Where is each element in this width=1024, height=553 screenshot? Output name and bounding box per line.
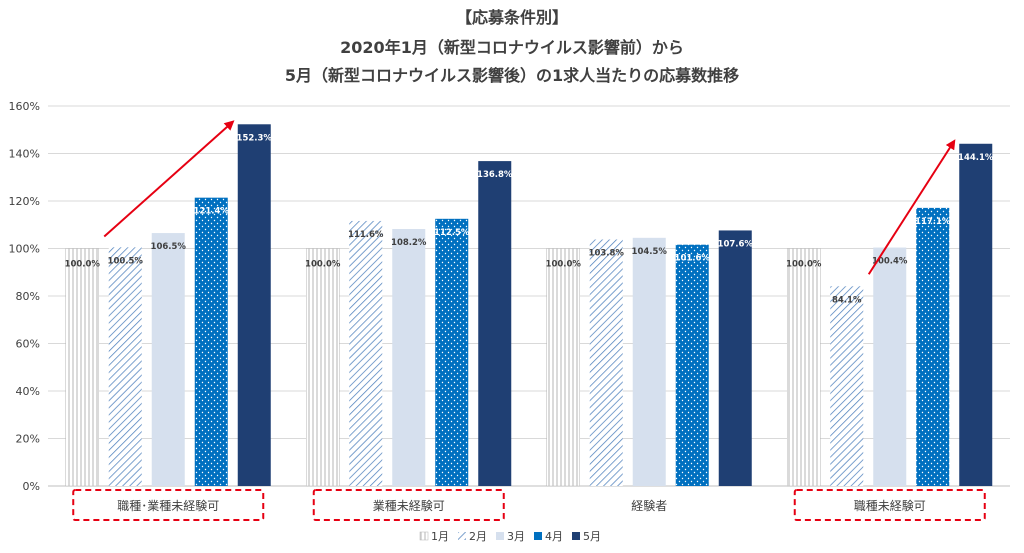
y-tick-label: 0% [23,480,40,493]
bar-3月-職種未経験可 [873,247,907,486]
bar-4月-職種未経験可 [916,207,950,486]
trend-arrows [103,120,956,275]
bar-1月-業種未経験可 [306,248,340,487]
bar-3月-職種･業種未経験可 [151,233,185,486]
data-label: 100.4% [872,257,908,267]
data-label: 107.6% [718,239,754,249]
data-label: 100.0% [546,260,582,270]
data-label: 106.5% [151,242,187,252]
data-label: 100.0% [65,260,101,270]
x-tick-label: 職種未経験可 [854,498,926,513]
y-tick-label: 40% [16,385,40,398]
bar-5月-職種･業種未経験可 [237,124,271,486]
y-tick-label: 140% [9,148,40,161]
bar-2月-職種未経験可 [830,286,864,486]
bar-2月-経験者 [589,239,623,486]
data-label: 103.8% [589,248,625,258]
category-labels: 職種･業種未経験可 業種未経験可 経験者 職種未経験可 [117,498,926,513]
legend: 1月 2月 3月 4月 5月 [419,530,601,543]
y-axis-ticks: 0% 20% 40% 60% 80% 100% 120% 140% 160% [9,100,40,493]
highlight-boxes [72,489,986,521]
bar-1月-職種未経験可 [787,248,821,487]
bar-3月-業種未経験可 [392,229,426,486]
trend-arrow [103,120,235,238]
data-label: 111.6% [348,230,384,240]
bar-4月-職種･業種未経験可 [194,197,228,487]
chart-title-line-1: 【応募条件別】 [456,8,568,27]
bar-1月-職種･業種未経験可 [65,248,99,487]
legend-label: 2月 [469,530,487,543]
data-label: 121.4% [194,207,230,217]
highlight-box [312,489,505,521]
legend-label: 1月 [431,530,449,543]
y-tick-label: 160% [9,100,40,113]
highlight-box [793,489,986,521]
legend-swatch [534,532,542,540]
legend-label: 4月 [545,530,563,543]
data-label: 100.0% [305,260,341,270]
data-label: 100.0% [786,260,822,270]
y-tick-label: 20% [16,433,40,446]
y-tick-label: 60% [16,338,40,351]
legend-swatch [572,532,580,540]
y-tick-label: 80% [16,290,40,303]
legend-swatch [419,531,429,541]
chart-title-line-2: 2020年1月（新型コロナウイルス影響前）から [340,38,684,57]
data-label: 144.1% [958,153,994,163]
y-tick-label: 120% [9,195,40,208]
trend-arrow [867,139,956,275]
bar-5月-業種未経験可 [478,161,512,486]
bars [65,124,993,487]
x-tick-label: 職種･業種未経験可 [117,498,219,513]
legend-swatch [496,532,504,540]
bar-4月-経験者 [675,244,709,486]
data-label: 117.1% [915,217,951,227]
data-label: 112.5% [434,228,470,238]
data-label: 100.5% [108,256,144,266]
legend-swatch [458,532,466,540]
legend-label: 5月 [583,530,601,543]
data-label: 84.1% [832,295,862,305]
data-labels: 100.0% 100.5% 106.5% 121.4% 152.3% 100.0% 111.… [65,133,994,305]
bar-2月-業種未経験可 [349,220,383,486]
legend-label: 3月 [507,530,525,543]
data-label: 136.8% [477,170,513,180]
gridlines [48,105,1010,487]
data-label: 152.3% [237,133,273,143]
x-tick-label: 経験者 [631,498,667,513]
data-label: 104.5% [632,247,668,257]
bar-1月-経験者 [546,248,580,487]
data-label: 108.2% [391,238,427,248]
bar-2月-職種･業種未経験可 [108,247,142,486]
bar-5月-職種未経験可 [959,143,993,486]
highlight-box [72,489,265,521]
x-tick-label: 業種未経験可 [373,498,445,513]
chart-title-line-3: 5月（新型コロナウイルス影響後）の1求人当たりの応募数推移 [285,66,739,85]
data-label: 101.6% [675,254,711,264]
bar-3月-経験者 [632,237,666,486]
y-tick-label: 100% [9,243,40,256]
bar-5月-経験者 [718,230,752,486]
bar-4月-業種未経験可 [435,218,469,486]
